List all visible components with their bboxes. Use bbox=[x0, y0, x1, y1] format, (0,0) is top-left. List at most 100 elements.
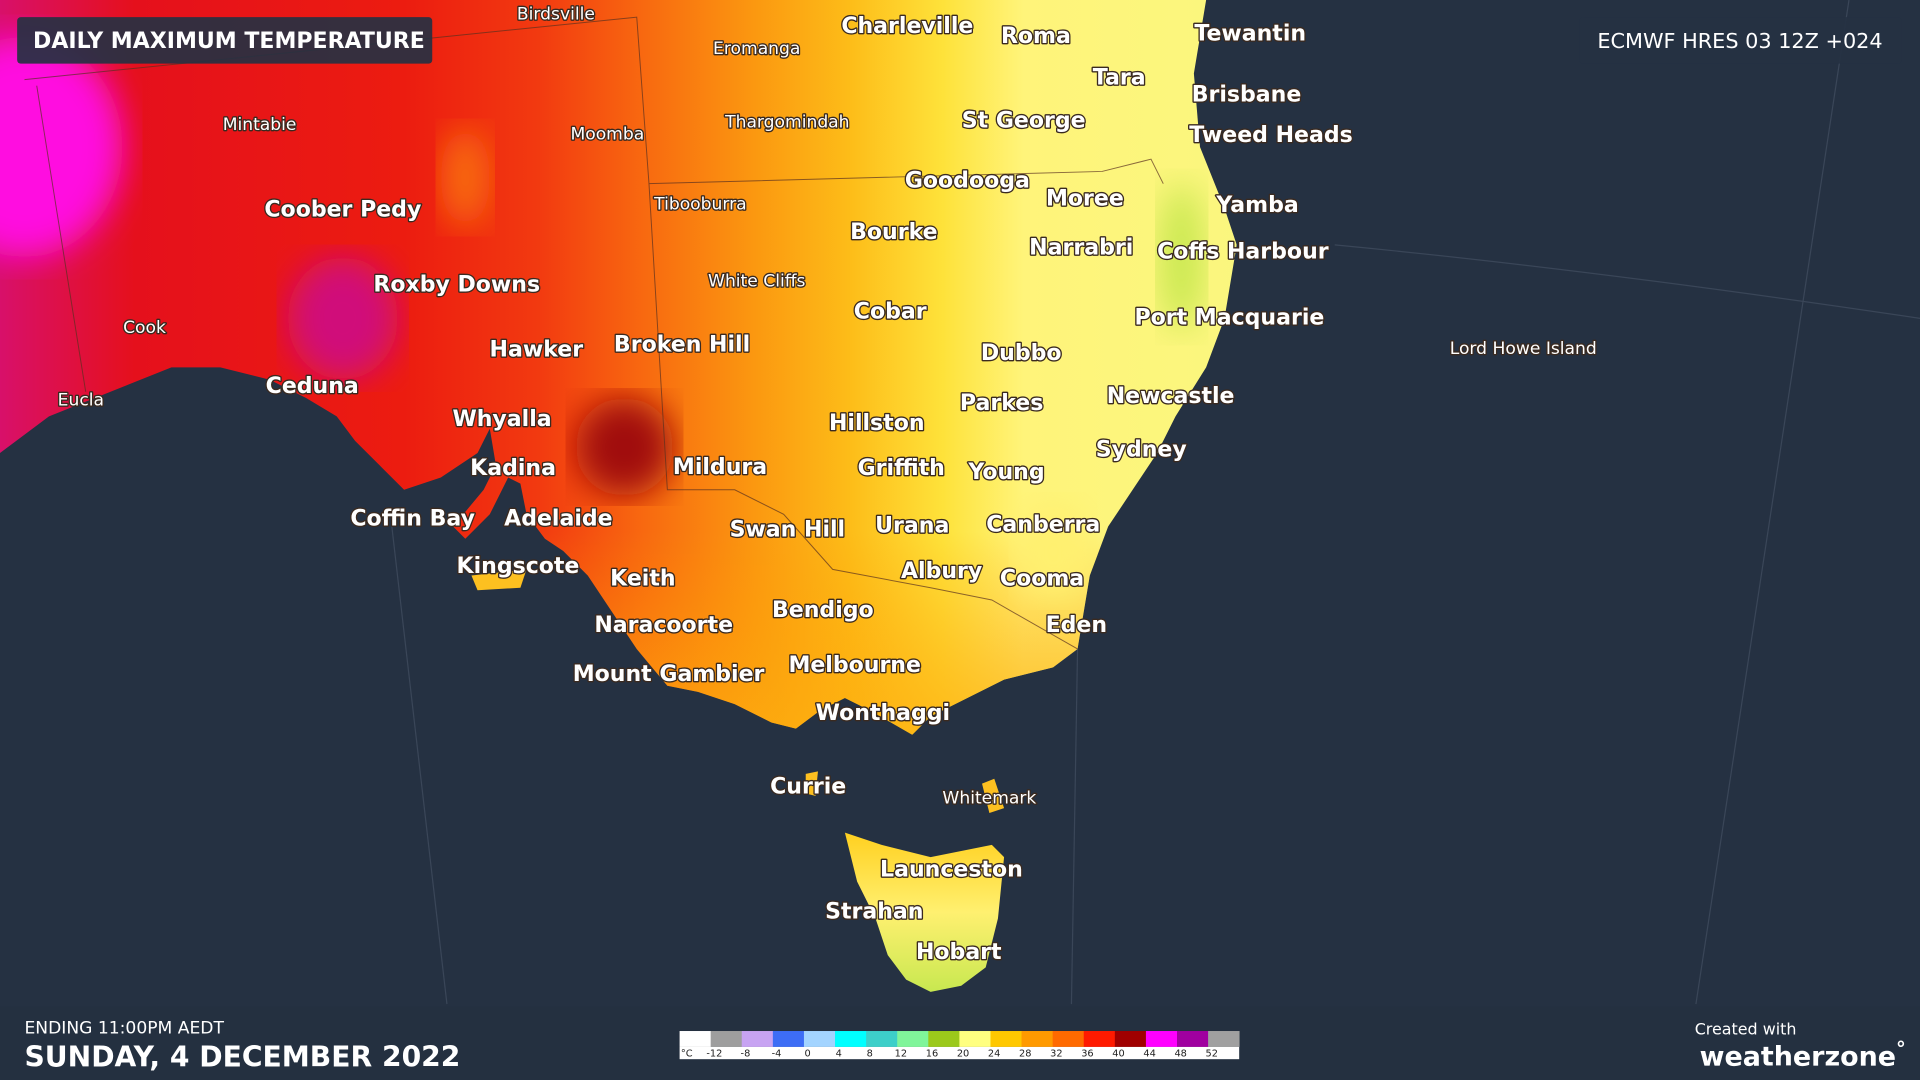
brand-mark: ° bbox=[1896, 1038, 1906, 1061]
place-label: Mount Gambier bbox=[573, 662, 765, 687]
legend-tick-label: -12 bbox=[706, 1049, 722, 1060]
graticule bbox=[391, 0, 1920, 1005]
kangaroo-island bbox=[471, 569, 527, 591]
place-label: Mintabie bbox=[223, 115, 297, 135]
legend-tick-label: 0 bbox=[805, 1049, 811, 1060]
place-label: Coffs Harbour bbox=[1157, 239, 1329, 264]
place-label: Cook bbox=[123, 318, 166, 338]
place-label: Tewantin bbox=[1194, 21, 1306, 46]
legend-swatch bbox=[928, 1031, 960, 1047]
place-label: Broken Hill bbox=[614, 332, 750, 357]
place-label: Keith bbox=[610, 566, 675, 591]
legend-tick-label: 24 bbox=[988, 1049, 1000, 1060]
place-label: Kingscote bbox=[457, 554, 580, 579]
legend-swatch bbox=[990, 1031, 1022, 1047]
place-label: Eromanga bbox=[713, 39, 800, 59]
place-label: Dubbo bbox=[981, 341, 1062, 366]
legend-swatch bbox=[1083, 1031, 1116, 1047]
place-label: Young bbox=[967, 460, 1044, 485]
date-label: SUNDAY, 4 DECEMBER 2022 bbox=[24, 1041, 460, 1074]
place-label: Eucla bbox=[58, 390, 104, 410]
legend-swatch bbox=[741, 1031, 774, 1047]
legend-tick-label: 8 bbox=[867, 1049, 873, 1060]
tasmania bbox=[844, 832, 1005, 992]
place-label: Griffith bbox=[858, 456, 945, 481]
place-label: Brisbane bbox=[1192, 83, 1302, 108]
place-label: Birdsville bbox=[517, 5, 595, 25]
place-label: Tara bbox=[1093, 65, 1146, 90]
model-badge: ECMWF HRES 03 12Z +024 bbox=[1579, 17, 1902, 64]
brand-name: weatherzone bbox=[1700, 1041, 1896, 1072]
place-label: Hawker bbox=[490, 337, 584, 362]
place-label: Bendigo bbox=[772, 598, 874, 623]
place-label: Albury bbox=[901, 559, 982, 584]
place-label: Whyalla bbox=[452, 407, 551, 432]
legend-swatch bbox=[1208, 1031, 1240, 1047]
place-label: Tibooburra bbox=[653, 194, 747, 214]
title-badge: DAILY MAXIMUM TEMPERATURE bbox=[17, 17, 433, 64]
place-label: White Cliffs bbox=[708, 272, 806, 292]
king-island bbox=[805, 771, 818, 796]
place-label: Currie bbox=[770, 774, 846, 799]
legend-swatch bbox=[1021, 1031, 1054, 1047]
place-label: Coober Pedy bbox=[264, 198, 421, 223]
place-label: Melbourne bbox=[788, 653, 921, 678]
legend-tick-label: 16 bbox=[926, 1049, 938, 1060]
place-label: Wonthaggi bbox=[816, 701, 951, 726]
legend-tick-label: 20 bbox=[957, 1049, 969, 1060]
legend-tick-label: 48 bbox=[1174, 1049, 1186, 1060]
legend-swatch bbox=[866, 1031, 898, 1047]
place-label: Swan Hill bbox=[730, 517, 846, 542]
legend-tick-label: -4 bbox=[772, 1049, 782, 1060]
place-label: Narrabri bbox=[1029, 236, 1133, 261]
place-label: Parkes bbox=[960, 391, 1043, 416]
place-label: St George bbox=[962, 108, 1086, 133]
place-label: Roxby Downs bbox=[373, 272, 540, 297]
legend-tick-label: -8 bbox=[741, 1049, 751, 1060]
place-label: Yamba bbox=[1215, 193, 1298, 218]
place-label: Kadina bbox=[470, 456, 556, 481]
place-label: Cobar bbox=[854, 299, 927, 324]
legend-swatch bbox=[959, 1031, 991, 1047]
place-label: Moomba bbox=[570, 125, 644, 145]
legend-swatch bbox=[1177, 1031, 1209, 1047]
legend-tick-label: 12 bbox=[895, 1049, 907, 1060]
legend-unit: °C bbox=[681, 1049, 693, 1060]
place-label: Bourke bbox=[850, 220, 937, 245]
place-label: Ceduna bbox=[266, 374, 359, 399]
place-label: Goodooga bbox=[905, 168, 1030, 193]
legend-tick-label: 4 bbox=[836, 1049, 842, 1060]
place-labels: Birdsville Eromanga Charleville Roma Tewanti… bbox=[56, 3, 1598, 966]
place-label: Eden bbox=[1046, 613, 1107, 638]
place-label: Lord Howe Island bbox=[1450, 339, 1597, 359]
temperature-legend: °C -12 -8 -4 0 4 8 12 16 20 24 28 32 36 40 44 48 52 bbox=[679, 1031, 1240, 1060]
place-label: Port Macquarie bbox=[1134, 305, 1324, 330]
place-label: Newcastle bbox=[1107, 384, 1235, 409]
legend-swatch bbox=[710, 1031, 743, 1047]
legend-label-strip bbox=[679, 1046, 1240, 1060]
place-label: Moree bbox=[1046, 187, 1124, 212]
legend-tick-label: 32 bbox=[1050, 1049, 1062, 1060]
place-label: Strahan bbox=[825, 899, 923, 924]
legend-swatch bbox=[679, 1031, 712, 1047]
place-label: Thargomindah bbox=[724, 112, 849, 132]
place-label: Coffin Bay bbox=[350, 506, 475, 531]
legend-tick-label: 52 bbox=[1206, 1049, 1218, 1060]
model-background bbox=[1579, 17, 1902, 64]
map-title: DAILY MAXIMUM TEMPERATURE bbox=[33, 29, 425, 54]
place-label: Mildura bbox=[673, 455, 767, 480]
place-label: Canberra bbox=[986, 512, 1100, 537]
legend-swatch bbox=[772, 1031, 805, 1047]
place-label: Sydney bbox=[1096, 438, 1187, 463]
legend-swatch bbox=[897, 1031, 929, 1047]
place-label: Adelaide bbox=[504, 506, 612, 531]
place-label: Hobart bbox=[916, 940, 1002, 965]
legend-tick-label: 28 bbox=[1019, 1049, 1031, 1060]
legend-tick-label: 40 bbox=[1112, 1049, 1124, 1060]
place-label: Tweed Heads bbox=[1189, 123, 1352, 148]
mainland bbox=[0, 0, 1237, 735]
place-label: Naracoorte bbox=[594, 613, 733, 638]
legend-swatch bbox=[1052, 1031, 1085, 1047]
place-label: Hillston bbox=[829, 411, 925, 436]
